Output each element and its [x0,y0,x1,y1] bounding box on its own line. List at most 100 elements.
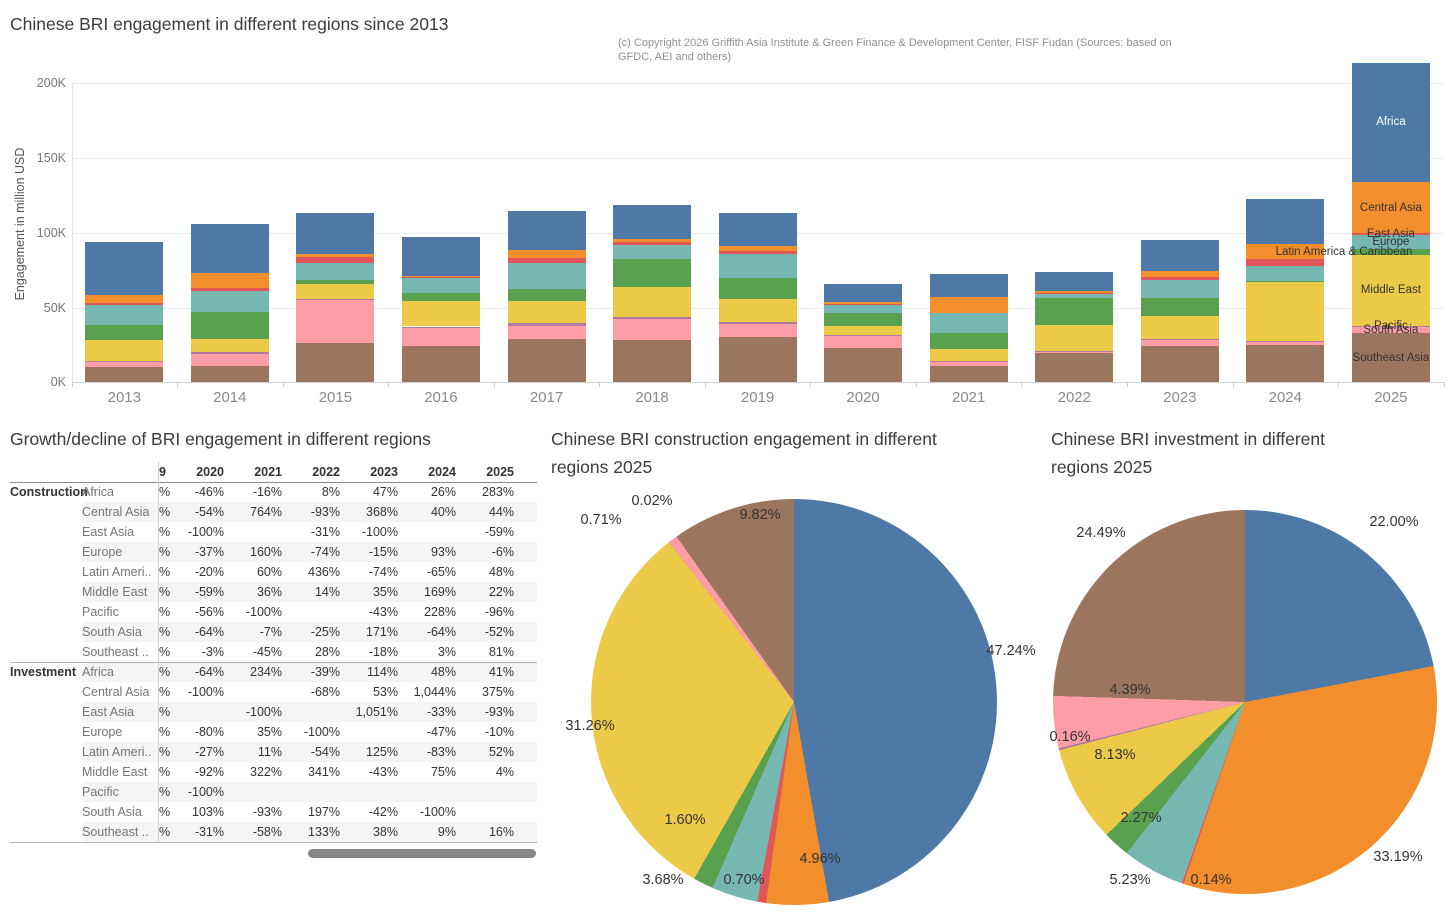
bar-segment-pacific-2014[interactable] [190,352,269,354]
bar-segment-central-asia-2018[interactable] [613,239,691,243]
bar-segment-central-asia-2021[interactable] [929,296,1008,314]
bar-segment-middle-east-2014[interactable] [190,338,269,353]
bar-segment-africa-2014[interactable] [190,223,269,274]
bar-segment-pacific-2020[interactable] [824,335,903,336]
bar-segment-central-asia-2014[interactable] [190,273,269,289]
bar-segment-southeast-asia-2015[interactable] [296,343,375,383]
bar-segment-middle-east-2017[interactable] [507,300,586,324]
bar-segment-latin-america-caribbean-2020[interactable] [824,312,903,327]
bar-segment-south-asia-2017[interactable] [507,326,586,339]
bar-segment-south-asia-2015[interactable] [296,300,375,344]
bar-segment-middle-east-2019[interactable] [718,299,797,323]
bar-segment-south-asia-2020[interactable] [824,335,903,348]
bar-segment-europe-2018[interactable] [613,245,691,259]
bar-segment-europe-2016[interactable] [401,277,480,293]
bar-segment-africa-2016[interactable] [401,236,480,276]
bar-segment-east-asia-2017[interactable] [507,258,586,264]
bar-segment-middle-east-2013[interactable] [85,339,164,361]
bar-segment-south-asia-2018[interactable] [613,318,691,341]
bar-segment-latin-america-caribbean-2023[interactable] [1140,297,1219,317]
table-horizontal-scrollbar[interactable] [308,849,536,858]
bar-segment-central-asia-2020[interactable] [824,302,903,304]
bar-segment-south-asia-2021[interactable] [929,361,1008,367]
bar-segment-africa-2022[interactable] [1035,271,1114,292]
bar-segment-middle-east-2024[interactable] [1246,282,1325,341]
bar-segment-southeast-asia-2020[interactable] [824,347,903,383]
bar-segment-latin-america-caribbean-2018[interactable] [613,258,691,288]
bar-segment-africa-2021[interactable] [929,273,1008,297]
bar-segment-latin-america-caribbean-2013[interactable] [85,324,164,340]
bar-segment-central-asia-2024[interactable] [1246,243,1325,259]
bar-segment-southeast-asia-2023[interactable] [1140,345,1219,383]
bar-segment-pacific-2019[interactable] [718,322,797,324]
bar-segment-south-asia-2019[interactable] [718,323,797,338]
bar-segment-africa-2025[interactable] [1351,62,1430,183]
bar-segment-central-asia-2017[interactable] [507,249,586,259]
bar-segment-south-asia-2016[interactable] [401,326,480,347]
bar-segment-europe-2017[interactable] [507,263,586,289]
bar-segment-southeast-asia-2019[interactable] [718,337,797,383]
bar-segment-southeast-asia-2018[interactable] [613,340,691,383]
bar-segment-europe-2025[interactable] [1351,234,1430,249]
bar-segment-east-asia-2018[interactable] [613,242,691,246]
bar-segment-africa-2024[interactable] [1246,199,1325,244]
bar-segment-africa-2018[interactable] [613,205,691,240]
bar-segment-middle-east-2025[interactable] [1351,254,1430,326]
bar-segment-central-asia-2019[interactable] [718,246,797,252]
bar-segment-europe-2020[interactable] [824,304,903,313]
bar-segment-southeast-asia-2021[interactable] [929,366,1008,383]
bar-segment-pacific-2018[interactable] [613,317,691,319]
bar-segment-central-asia-2023[interactable] [1140,271,1219,278]
bar-segment-east-asia-2020[interactable] [824,303,903,305]
bar-segment-latin-america-caribbean-2021[interactable] [929,332,1008,350]
bar-segment-south-asia-2024[interactable] [1246,340,1325,345]
bar-segment-central-asia-2025[interactable] [1351,182,1430,234]
bar-segment-middle-east-2021[interactable] [929,349,1008,362]
bar-segment-middle-east-2022[interactable] [1035,325,1114,351]
bar-segment-latin-america-caribbean-2022[interactable] [1035,298,1114,326]
bar-segment-south-asia-2014[interactable] [190,353,269,366]
bar-segment-europe-2023[interactable] [1140,279,1219,298]
bar-segment-central-asia-2013[interactable] [85,294,164,304]
bar-segment-east-asia-2016[interactable] [401,277,480,278]
bar-segment-middle-east-2018[interactable] [613,287,691,318]
construction-pie[interactable] [591,499,997,905]
bar-segment-southeast-asia-2016[interactable] [401,346,480,383]
bar-segment-africa-2017[interactable] [507,211,586,250]
bar-segment-europe-2021[interactable] [929,313,1008,333]
bar-segment-pacific-2017[interactable] [507,323,586,327]
bar-segment-southeast-asia-2024[interactable] [1246,344,1325,383]
bar-segment-latin-america-caribbean-2019[interactable] [718,277,797,300]
bar-segment-southeast-asia-2022[interactable] [1035,353,1114,383]
bar-segment-east-asia-2024[interactable] [1246,258,1325,266]
bar-segment-middle-east-2023[interactable] [1140,316,1219,339]
bar-segment-central-asia-2016[interactable] [401,275,480,278]
bar-segment-africa-2023[interactable] [1140,239,1219,272]
bar-segment-southeast-asia-2017[interactable] [507,338,586,383]
bar-segment-east-asia-2014[interactable] [190,288,269,292]
bar-segment-europe-2013[interactable] [85,305,164,325]
bar-segment-latin-america-caribbean-2015[interactable] [296,279,375,285]
bar-segment-southeast-asia-2013[interactable] [85,367,164,383]
bar-segment-latin-america-caribbean-2017[interactable] [507,288,586,301]
bar-segment-latin-america-caribbean-2024[interactable] [1246,281,1325,283]
bar-segment-central-asia-2022[interactable] [1035,291,1114,294]
bar-segment-southeast-asia-2014[interactable] [190,365,269,383]
bar-segment-south-asia-2022[interactable] [1035,350,1114,354]
bar-segment-south-asia-2023[interactable] [1140,339,1219,346]
bar-segment-east-asia-2015[interactable] [296,257,375,264]
bar-segment-middle-east-2016[interactable] [401,301,480,327]
bar-segment-africa-2015[interactable] [296,213,375,254]
bar-segment-east-asia-2025[interactable] [1351,233,1430,235]
bar-segment-africa-2013[interactable] [85,242,164,295]
bar-segment-europe-2015[interactable] [296,263,375,280]
bar-segment-latin-america-caribbean-2025[interactable] [1351,248,1430,255]
bar-segment-middle-east-2020[interactable] [824,326,903,336]
bar-segment-europe-2019[interactable] [718,254,797,278]
bar-segment-africa-2020[interactable] [824,284,903,303]
bar-segment-latin-america-caribbean-2016[interactable] [401,292,480,302]
bar-segment-europe-2024[interactable] [1246,265,1325,282]
bar-segment-east-asia-2013[interactable] [85,303,164,306]
bar-segment-south-asia-2025[interactable] [1351,326,1430,333]
bar-segment-europe-2022[interactable] [1035,294,1114,299]
